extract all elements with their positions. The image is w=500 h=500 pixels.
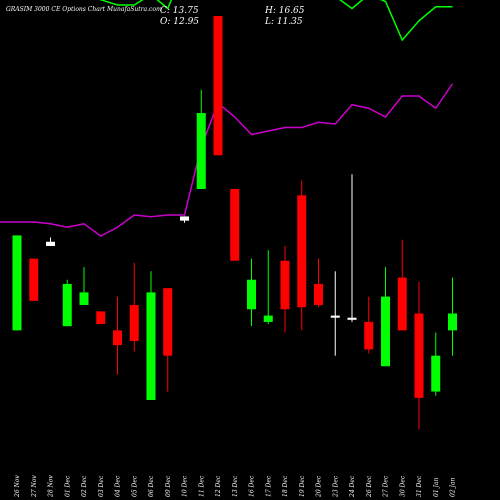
x-tick-label: 17 Dec — [265, 475, 272, 497]
candle — [96, 311, 106, 325]
candle-body — [12, 235, 22, 331]
candles-layer — [12, 15, 457, 430]
candle-body — [448, 313, 457, 331]
candle — [180, 216, 189, 223]
candle-body — [163, 288, 173, 356]
x-tick-label: 09 Dec — [165, 475, 172, 497]
candle-body — [414, 313, 424, 398]
candle-body — [29, 258, 39, 301]
candle — [46, 237, 55, 246]
candle — [263, 250, 273, 325]
candle — [230, 189, 240, 261]
candle-body — [314, 283, 323, 306]
candle — [448, 277, 457, 356]
candle-body — [347, 317, 357, 320]
candle — [129, 262, 139, 352]
x-tick-label: 28 Nov — [48, 475, 55, 498]
candle-body — [46, 241, 55, 246]
candle-body — [263, 315, 273, 322]
x-tick-label: 23 Dec — [332, 475, 339, 498]
low-value: L: 11.35 — [265, 17, 303, 27]
x-tick-label: 06 Dec — [148, 475, 155, 497]
x-tick-label: 05 Dec — [131, 475, 138, 497]
open-value: O: 12.95 — [160, 17, 200, 27]
lower-line — [0, 83, 454, 237]
candle — [113, 296, 122, 375]
candle-body — [381, 296, 390, 367]
lower-line-layer — [0, 83, 454, 237]
candle — [347, 174, 357, 322]
x-tick-label: 26 Nov — [14, 475, 21, 498]
candle — [29, 258, 39, 301]
x-tick-label: 13 Dec — [232, 475, 239, 497]
x-tick-label: 20 Dec — [316, 475, 323, 498]
candle — [364, 296, 374, 354]
candle-body — [280, 260, 290, 310]
candle — [146, 271, 156, 400]
candle — [330, 271, 340, 356]
x-tick-label: 03 Dec — [98, 475, 105, 497]
x-tick-label: 01 Jan — [433, 477, 440, 497]
close-value: C: 13.75 — [160, 6, 199, 16]
candle — [397, 239, 407, 331]
x-axis-labels: 26 Nov 27 Nov 28 Nov 01 Dec 02 Dec 03 Dec 04 D… — [14, 475, 457, 498]
candle-body — [146, 292, 156, 400]
x-tick-label: 11 Dec — [198, 475, 205, 497]
candle — [280, 245, 290, 333]
candle — [381, 267, 390, 367]
candle-body — [213, 15, 223, 156]
chart-title: GRASIM 3000 CE Options Chart MunafaSutra… — [6, 6, 162, 13]
x-tick-label: 01 Dec — [64, 475, 71, 497]
candle — [314, 258, 323, 308]
candle-body — [62, 283, 72, 327]
candle-body — [364, 321, 374, 350]
x-tick-label: 04 Dec — [115, 475, 122, 497]
x-tick-label: 27 Nov — [31, 475, 38, 498]
candle-body — [180, 216, 189, 221]
candle-body — [247, 279, 256, 310]
x-tick-label: 26 Dec — [366, 475, 373, 498]
candle — [297, 180, 307, 331]
candle — [247, 258, 256, 327]
candle — [62, 279, 72, 327]
x-tick-label: 02 Dec — [81, 475, 88, 497]
x-tick-label: 02 Jan — [450, 477, 457, 497]
x-tick-label: 30 Dec — [399, 475, 406, 497]
candle — [163, 288, 173, 392]
candle-body — [96, 311, 106, 325]
x-tick-label: 24 Dec — [349, 475, 356, 498]
candle-body — [230, 189, 240, 261]
candle — [431, 332, 441, 396]
x-tick-label: 18 Dec — [282, 475, 289, 497]
candle — [12, 235, 22, 331]
x-tick-label: 12 Dec — [215, 475, 222, 497]
candle-body — [79, 292, 89, 306]
candle-body — [196, 113, 206, 189]
candle-body — [113, 330, 122, 346]
candle — [213, 15, 223, 156]
candle-body — [330, 315, 340, 318]
candle-body — [129, 305, 139, 341]
x-tick-label: 27 Dec — [383, 475, 390, 498]
x-tick-label: 31 Dec — [416, 475, 423, 497]
candle — [196, 89, 206, 189]
x-tick-label: 19 Dec — [299, 475, 306, 497]
candle-body — [431, 355, 441, 392]
candle-body — [397, 277, 407, 331]
x-tick-label: 16 Dec — [249, 475, 256, 497]
high-value: H: 16.65 — [265, 6, 305, 16]
candle — [414, 281, 424, 430]
x-tick-label: 10 Dec — [182, 475, 189, 497]
candle-body — [297, 195, 307, 308]
candle — [79, 267, 89, 306]
